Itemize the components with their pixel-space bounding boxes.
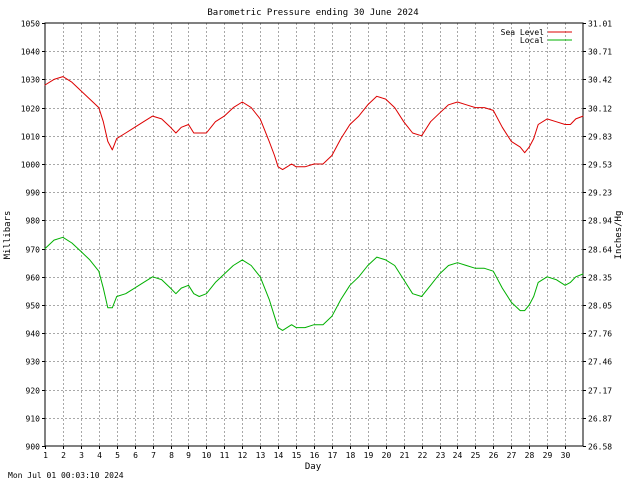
local-line <box>44 236 584 331</box>
x-tick-label: 1 <box>43 451 48 460</box>
x-tick-label: 5 <box>115 451 120 460</box>
x-tick-label: 20 <box>382 451 392 460</box>
x-tick-label: 25 <box>471 451 481 460</box>
y-tick-label-right: 30.12 <box>588 105 612 114</box>
x-tick-label: 30 <box>561 451 571 460</box>
y-tick-label-right: 29.83 <box>588 133 612 142</box>
y-tick-label-right: 28.35 <box>588 274 612 283</box>
y-tick-label-left: 980 <box>26 217 41 226</box>
x-tick-label: 12 <box>238 451 248 460</box>
x-tick-label: 22 <box>418 451 428 460</box>
y-tick-label-left: 940 <box>26 330 41 339</box>
tick-layer: 1 2 3 4 5 6 7 8 9 10 11 12 13 14 15 16 17 18 19 20 21 22 23 24 2… <box>21 20 613 461</box>
y-tick-label-left: 910 <box>26 415 41 424</box>
y-tick-label-left: 930 <box>26 358 41 367</box>
y-tick-label-right: 27.76 <box>588 330 612 339</box>
x-tick-label: 23 <box>436 451 446 460</box>
y-tick-label-left: 960 <box>26 274 41 283</box>
x-tick-label: 13 <box>256 451 266 460</box>
y-tick-label-left: 1050 <box>21 20 40 29</box>
x-tick-label: 2 <box>61 451 66 460</box>
x-tick-label: 19 <box>364 451 374 460</box>
chart-title: Barometric Pressure ending 30 June 2024 <box>207 8 418 18</box>
y-tick-label-left: 1030 <box>21 76 40 85</box>
y-tick-label-right: 30.71 <box>588 48 612 57</box>
footer-timestamp: Mon Jul 01 00:03:10 2024 <box>8 471 124 480</box>
y-tick-label-left: 990 <box>26 189 41 198</box>
x-tick-label: 28 <box>525 451 535 460</box>
y-tick-label-right: 28.64 <box>588 246 612 255</box>
legend-label-local: Local <box>520 36 544 45</box>
y-tick-label-right: 26.87 <box>588 415 612 424</box>
x-tick-label: 18 <box>346 451 356 460</box>
y-tick-label-left: 900 <box>26 443 41 452</box>
y-tick-label-right: 30.42 <box>588 76 612 85</box>
y-axis-title-left: Millibars <box>3 211 13 260</box>
legend: Sea Level Local <box>501 28 572 45</box>
x-tick-label: 14 <box>274 451 284 460</box>
legend-label-sea-level: Sea Level <box>501 28 545 37</box>
x-tick-label: 7 <box>151 451 156 460</box>
y-tick-label-left: 920 <box>26 387 41 396</box>
y-tick-label-right: 28.05 <box>588 302 612 311</box>
x-tick-label: 29 <box>543 451 553 460</box>
x-tick-label: 21 <box>400 451 410 460</box>
sea-level-line <box>44 76 584 171</box>
x-tick-label: 27 <box>507 451 517 460</box>
y-tick-label-right: 28.94 <box>588 217 612 226</box>
x-tick-label: 24 <box>453 451 463 460</box>
y-tick-label-right: 27.46 <box>588 358 612 367</box>
y-tick-label-right: 31.01 <box>588 20 612 29</box>
y-tick-label-right: 26.58 <box>588 443 612 452</box>
x-axis-title: Day <box>305 462 322 472</box>
grid-layer <box>45 23 583 446</box>
y-tick-label-left: 950 <box>26 302 41 311</box>
y-tick-label-left: 1000 <box>21 161 40 170</box>
y-tick-label-right: 29.23 <box>588 189 612 198</box>
x-tick-label: 9 <box>186 451 191 460</box>
x-tick-label: 11 <box>220 451 230 460</box>
series-layer <box>44 76 584 331</box>
x-tick-label: 17 <box>328 451 338 460</box>
y-tick-label-left: 970 <box>26 246 41 255</box>
y-tick-label-right: 29.53 <box>588 161 612 170</box>
y-tick-label-left: 1020 <box>21 105 40 114</box>
x-tick-label: 3 <box>79 451 84 460</box>
x-tick-label: 6 <box>133 451 138 460</box>
y-axis-title-right: Inches/Hg <box>614 211 624 260</box>
x-tick-label: 26 <box>489 451 499 460</box>
y-tick-label-left: 1040 <box>21 48 40 57</box>
y-tick-label-right: 27.17 <box>588 387 612 396</box>
x-tick-label: 8 <box>169 451 174 460</box>
x-tick-label: 10 <box>202 451 212 460</box>
x-tick-label: 4 <box>97 451 102 460</box>
y-tick-label-left: 1010 <box>21 133 40 142</box>
x-tick-label: 15 <box>292 451 302 460</box>
x-tick-label: 16 <box>310 451 320 460</box>
